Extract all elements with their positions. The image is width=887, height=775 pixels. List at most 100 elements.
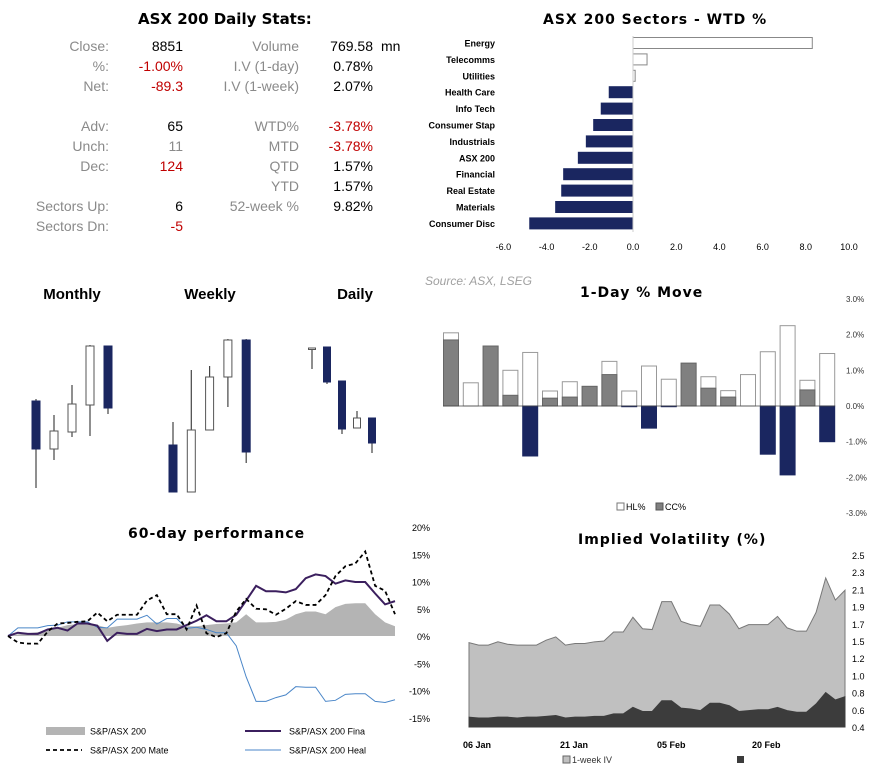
stat-value: 1.57% (333, 158, 373, 174)
y-tick-label: 2.3 (852, 568, 865, 578)
sector-label: Utilities (462, 71, 495, 81)
sectors-chart-title: ASX 200 Sectors - WTD % (543, 12, 768, 28)
candle-up (85, 345, 95, 406)
y-tick-label: 5% (417, 605, 430, 615)
sector-label: Energy (464, 39, 495, 49)
stat-value: 65 (167, 118, 183, 134)
stat-label: Volume (252, 38, 299, 54)
legend-swatch (46, 727, 85, 735)
legend-label: S&P/ASX 200 Heal (289, 746, 366, 756)
y-tick-label: 0.8 (852, 689, 865, 699)
source-note: Source: ASX, LSEG (425, 274, 532, 288)
y-tick-label: 2.0% (846, 331, 864, 340)
y-tick-label: -5% (414, 659, 430, 669)
y-tick-label: -10% (409, 687, 430, 697)
sector-label: Consumer Disc (429, 219, 495, 229)
candle-panel-title: Weekly (184, 286, 236, 303)
x-tick-label: 06 Jan (463, 740, 491, 750)
y-tick-label: 1.9 (852, 603, 865, 613)
y-tick-label: 0.0% (846, 402, 864, 411)
x-tick-label: 21 Jan (560, 740, 588, 750)
stat-label: QTD (269, 158, 299, 174)
legend-label-cc: CC% (665, 502, 686, 512)
sector-label: Telecomms (446, 55, 495, 65)
candle-up (223, 339, 233, 378)
legend-label: S&P/ASX 200 (90, 727, 146, 737)
x-tick-label: 8.0 (800, 242, 813, 252)
stat-label: Close: (69, 38, 109, 54)
stat-label: %: (92, 58, 109, 74)
legend-swatch-dark (737, 756, 744, 763)
legend-swatch-hl (616, 502, 625, 511)
stat-value: 11 (168, 138, 183, 154)
y-tick-label: -2.0% (846, 473, 867, 482)
x-tick-label: -4.0 (539, 242, 555, 252)
candle-down (103, 345, 113, 409)
x-tick-label: 6.0 (756, 242, 769, 252)
x-tick-label: -6.0 (496, 242, 512, 252)
candle-down (31, 400, 41, 450)
series-line-thin (7, 614, 396, 703)
y-tick-label: 3.0% (846, 295, 864, 304)
y-tick-label: -15% (409, 714, 430, 724)
candle-up (308, 347, 316, 350)
sectors-wtd-chart: Energy Telecomms Utilities Health Care Info … (428, 36, 858, 252)
y-tick-label: 1.2 (852, 654, 865, 664)
x-tick-label: 0.0 (627, 242, 640, 252)
x-tick-label: 2.0 (670, 242, 683, 252)
stat-value: -5 (170, 218, 183, 234)
sector-label: Consumer Stap (428, 121, 495, 131)
y-tick-label: 2.1 (852, 585, 865, 595)
stats-title: ASX 200 Daily Stats: (138, 10, 312, 28)
stat-value: -3.78% (328, 118, 373, 134)
stat-label: Adv: (80, 118, 109, 134)
stat-value: 6 (175, 198, 183, 214)
y-tick-label: 20% (412, 523, 430, 533)
stat-label: Dec: (80, 158, 109, 174)
candle-up (49, 430, 59, 450)
iv-dark-area (468, 691, 846, 728)
candle-down (241, 339, 251, 453)
y-tick-label: 0% (417, 632, 430, 642)
sector-label: Info Tech (456, 104, 495, 114)
y-tick-label: 1.0 (852, 671, 865, 681)
stat-label: Sectors Dn: (35, 218, 109, 234)
stat-label: MTD (268, 138, 299, 154)
x-tick-label: 10.0 (840, 242, 858, 252)
sector-label: Real Estate (446, 186, 495, 196)
legend-swatch-1week (562, 755, 571, 764)
y-tick-label: 1.7 (852, 620, 865, 630)
y-tick-label: 10% (412, 578, 430, 588)
stat-value: 1.57% (333, 178, 373, 194)
iv-chart-title: Implied Volatility (%) (578, 532, 767, 548)
legend-label-hl: HL% (626, 502, 646, 512)
y-tick-label: 1.5 (852, 637, 865, 647)
stat-value: 8851 (151, 38, 183, 54)
stat-label: I.V (1-week) (223, 78, 299, 94)
performance-chart-title: 60-day performance (128, 526, 306, 542)
candlestick-charts: Monthly Weekly Daily (31, 286, 376, 493)
stat-value: 9.82% (333, 198, 373, 214)
stat-label: I.V (1-day) (233, 58, 299, 74)
stat-label: Sectors Up: (35, 198, 109, 214)
stat-label: Net: (83, 78, 109, 94)
x-tick-label: -2.0 (582, 242, 598, 252)
one-day-move-title: 1-Day % Move (580, 285, 704, 301)
candle-down (338, 380, 346, 430)
legend-label: S&P/ASX 200 Mate (90, 746, 169, 756)
candle-up (205, 376, 215, 431)
candle-down (368, 417, 376, 444)
candle-down (168, 444, 178, 493)
stat-label: YTD (271, 178, 299, 194)
stat-value: 0.78% (333, 58, 373, 74)
x-tick-label: 05 Feb (657, 740, 686, 750)
y-tick-label: -1.0% (846, 438, 867, 447)
x-tick-label: 4.0 (713, 242, 726, 252)
stat-value: -1.00% (138, 58, 183, 74)
candle-up (67, 403, 77, 433)
stat-label: WTD% (254, 118, 299, 134)
one-day-move-chart: 3.0% 2.0% 1.0% 0.0% -1.0% -2.0% -3.0% HL% CC% (443, 295, 867, 518)
sector-label: Health Care (445, 88, 495, 98)
